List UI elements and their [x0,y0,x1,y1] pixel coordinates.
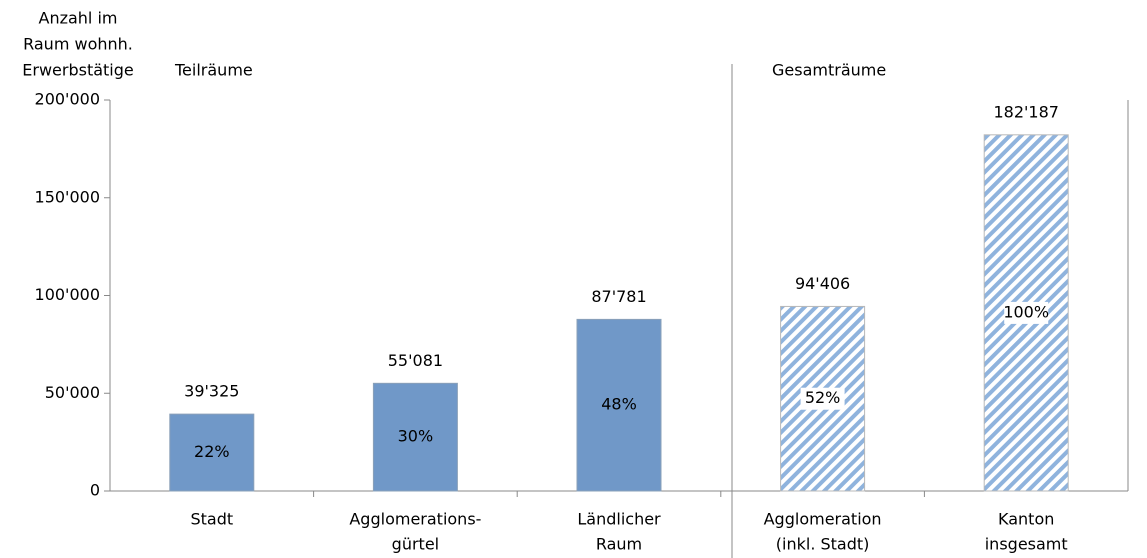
share-label: 30% [398,427,434,446]
y-tick-label: 50'000 [45,383,100,402]
share-label: 48% [601,395,637,414]
bar [169,413,255,492]
x-tick-label: insgesamt [985,535,1068,554]
y-tick-label: 100'000 [35,285,100,304]
x-tick-label: Raum [596,535,642,554]
y-tick-label: 0 [90,481,100,500]
share-label: 22% [194,442,230,461]
x-tick-label: Agglomerations- [349,510,481,529]
value-label: 87'781 [591,287,646,306]
x-tick-label: Ländlicher [577,510,661,529]
share-label-bg [800,387,845,410]
x-tick-label: Kanton [998,510,1054,529]
value-label: 182'187 [993,102,1058,121]
bar [372,382,458,492]
value-label: 39'325 [184,382,239,401]
bar [576,318,662,492]
share-label: 100% [1003,302,1049,321]
share-label: 52% [805,388,841,407]
value-label: 55'081 [388,351,443,370]
y-label-line: Raum wohnh. [23,35,133,54]
y-label-line: Anzahl im [39,9,118,28]
x-tick-label: Agglomeration [764,510,882,529]
group-label: Gesamträume [772,61,886,80]
x-tick-label: (inkl. Stadt) [776,535,870,554]
group-label: Teilräume [174,61,253,80]
y-tick-label: 200'000 [35,90,100,109]
value-label: 94'406 [795,274,850,293]
x-tick-label: gürtel [392,535,439,554]
y-label-line: Erwerbstätige [22,61,133,80]
share-label-bg [1004,301,1049,324]
x-tick-label: Stadt [190,510,233,529]
y-tick-label: 150'000 [35,187,100,206]
